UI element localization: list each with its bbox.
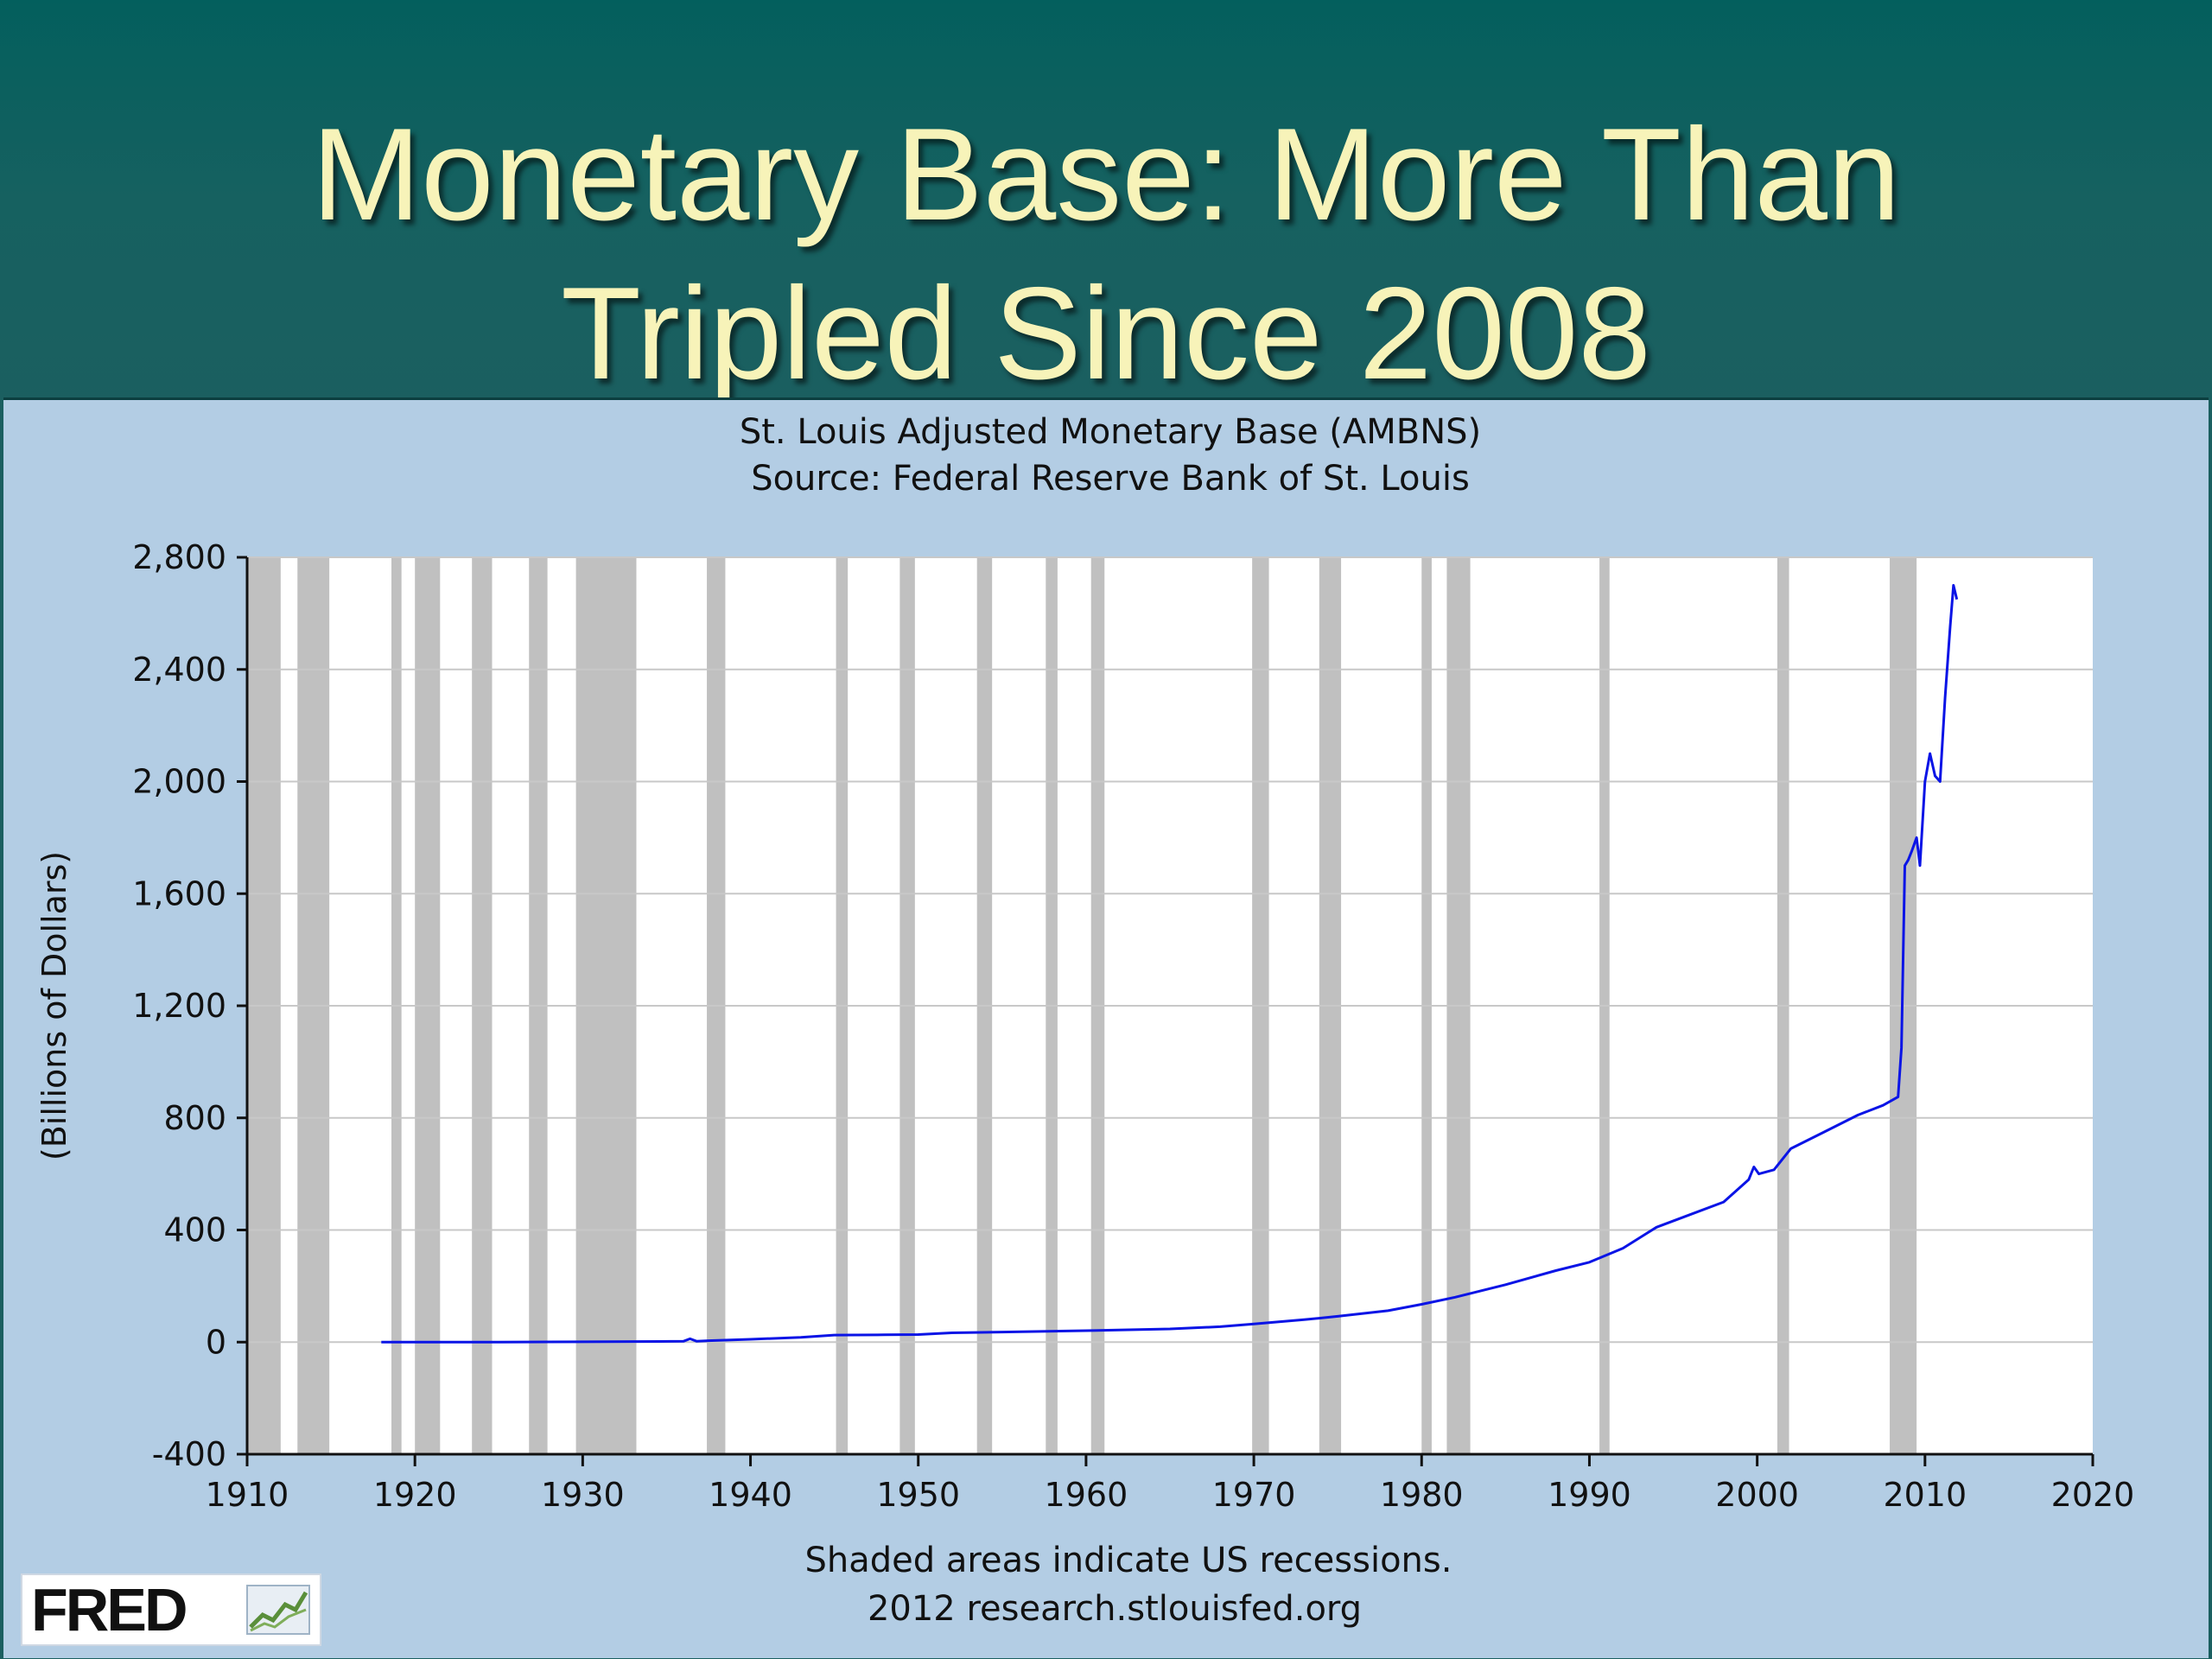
chart-subtitle: Source: Federal Reserve Bank of St. Loui… [751, 459, 1470, 499]
series-layer [381, 583, 1959, 1344]
fred-chart: St. Louis Adjusted Monetary Base (AMBNS)… [35, 412, 2134, 1629]
chart-title: St. Louis Adjusted Monetary Base (AMBNS) [740, 412, 1481, 452]
x-tick-label: 1970 [1212, 1476, 1296, 1514]
series-line-ambns [381, 583, 1959, 1344]
chart-panel: St. Louis Adjusted Monetary Base (AMBNS)… [3, 397, 2209, 1658]
fred-logo-text: FRED [31, 1576, 188, 1643]
x-tick-label: 1960 [1045, 1476, 1128, 1514]
slide-title-line-2: Tripled Since 2008 [561, 260, 1651, 407]
y-tick-label: 2,800 [132, 538, 226, 576]
x-tick-label: 1990 [1548, 1476, 1631, 1514]
y-axis-label: (Billions of Dollars) [35, 851, 73, 1160]
y-tick-label: 0 [206, 1323, 226, 1361]
x-tick-label: 1920 [373, 1476, 457, 1514]
x-tick-label: 2020 [2051, 1476, 2135, 1514]
y-tick-label: 2,400 [132, 651, 226, 689]
y-tick-label: 1,200 [132, 987, 226, 1025]
x-tick-label: 1980 [1380, 1476, 1464, 1514]
grid-lines [247, 556, 2093, 1344]
footer-note: Shaded areas indicate US recessions. [805, 1541, 1452, 1580]
x-tick-label: 2000 [1715, 1476, 1799, 1514]
x-tick-label: 1950 [876, 1476, 960, 1514]
x-tick-label: 2010 [1883, 1476, 1967, 1514]
axes: -400 0 400 800 1,200 1,600 2,000 2,400 2,800 1910… [132, 538, 2134, 1514]
slide-title-line-1: Monetary Base: More Than [311, 101, 1901, 248]
y-tick-label: 2,000 [132, 763, 226, 801]
fred-chart-icon [246, 1585, 310, 1635]
y-tick-label: 1,600 [132, 874, 226, 912]
x-tick-label: 1930 [541, 1476, 625, 1514]
footer-source: 2012 research.stlouisfed.org [868, 1589, 1362, 1629]
x-tick-label: 1940 [709, 1476, 792, 1514]
fred-logo: FRED [21, 1573, 321, 1646]
y-tick-label: 400 [163, 1211, 226, 1249]
x-tick-label: 1910 [206, 1476, 289, 1514]
y-tick-label: 800 [163, 1099, 226, 1137]
y-tick-label: -400 [152, 1435, 226, 1473]
slide-title: Monetary Base: More Than Tripled Since 2… [0, 95, 2212, 413]
